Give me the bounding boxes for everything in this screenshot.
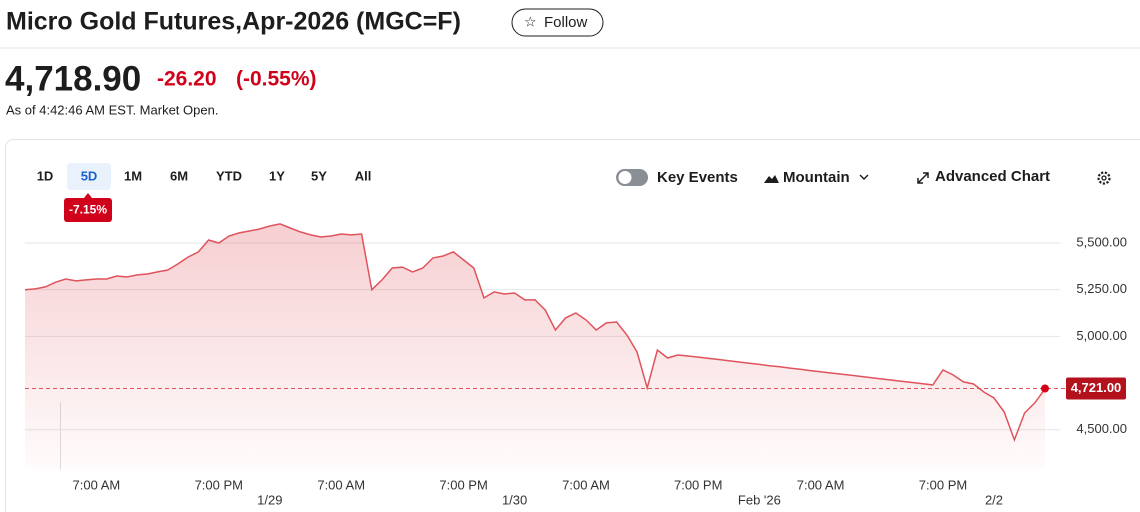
follow-button[interactable] (511, 8, 604, 37)
x-tick-label: 7:00 AM (73, 477, 121, 492)
y-tick-label: 5,250.00 (1076, 281, 1127, 296)
range-tab[interactable]: 1M (124, 168, 142, 183)
area-fill (25, 223, 1045, 469)
range-tab[interactable]: 5D (81, 168, 98, 183)
mountain-icon (764, 175, 779, 183)
x-tick-label: 7:00 AM (797, 477, 845, 492)
toggle-knob (618, 171, 632, 184)
x-date-label: 1/30 (502, 492, 527, 507)
title: Micro Gold Futures,Apr-2026 (MGC=F) (6, 8, 461, 36)
x-date-label: Feb '26 (738, 492, 781, 507)
expand-icon (917, 172, 929, 184)
range-tab[interactable]: 1Y (269, 168, 285, 183)
current-point (1041, 384, 1049, 393)
chevron (859, 174, 869, 180)
x-tick-label: 7:00 PM (195, 477, 243, 492)
x-tick-label: 7:00 AM (317, 477, 365, 492)
x-tick-label: 7:00 PM (919, 477, 967, 492)
key-events-label[interactable]: Key Events (657, 169, 738, 186)
chart-style[interactable]: Mountain (783, 169, 850, 186)
selected-tab-bg (67, 163, 111, 190)
range-tab[interactable]: 1D (37, 168, 54, 183)
change: -26.20 (157, 68, 217, 91)
price-line (24, 223, 1046, 443)
current-price-label: 4,721.00 (1071, 380, 1122, 395)
range-tab[interactable]: 6M (170, 168, 188, 183)
range-tabs: 1D 5D 1M 6M YTD 1Y 5Y All (37, 163, 372, 190)
advanced-chart[interactable]: Advanced Chart (935, 168, 1050, 185)
as-of: As of 4:42:46 AM EST. Market Open. (6, 102, 218, 117)
range-tab[interactable]: 5Y (311, 168, 327, 183)
x-tick-label: 7:00 PM (439, 477, 487, 492)
y-tick-label: 5,500.00 (1076, 234, 1127, 249)
range-tab[interactable]: YTD (216, 168, 242, 183)
star-icon: ☆ (524, 14, 537, 30)
follow-label: Follow (544, 14, 588, 31)
range-tab[interactable]: All (355, 168, 372, 183)
range-change: -7.15% (69, 203, 107, 217)
change-percent: (-0.55%) (236, 68, 317, 91)
x-tick-label: 7:00 AM (562, 477, 610, 492)
chart-panel (5, 139, 1140, 512)
x-date-label: 2/2 (985, 492, 1003, 507)
y-tick-label: 4,500.00 (1076, 421, 1127, 436)
badge-arrow (84, 193, 92, 198)
range-change-badge (64, 198, 112, 222)
current-price-box (1066, 377, 1126, 400)
x-tick-label: 7:00 PM (674, 477, 722, 492)
settings-icon-core (1101, 175, 1107, 181)
x-date-label: 1/29 (257, 492, 282, 507)
y-tick-label: 5,000.00 (1076, 328, 1127, 343)
settings-icon[interactable] (1097, 171, 1111, 185)
price: 4,718.90 (5, 59, 141, 98)
